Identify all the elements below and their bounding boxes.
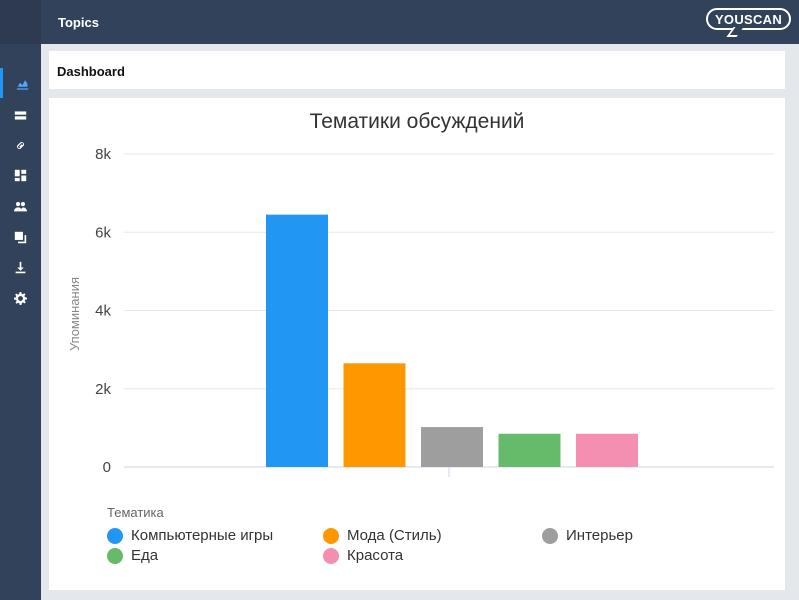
- sidebar-item-users[interactable]: [0, 191, 41, 221]
- sidebar-item-links[interactable]: [0, 130, 41, 160]
- legend-item[interactable]: Мода (Стиль): [323, 527, 442, 544]
- gear-icon: [14, 291, 27, 305]
- chart-bars: [266, 214, 638, 467]
- legend-label: Еда: [131, 547, 159, 564]
- sidebar-item-download[interactable]: [0, 252, 41, 282]
- bar[interactable]: [498, 433, 561, 467]
- logo-text: YOUSCAN: [714, 11, 783, 27]
- logo-badge: YOUSCAN: [706, 8, 791, 30]
- legend-color-dot: [107, 527, 123, 544]
- sidebar-item-analytics[interactable]: [0, 68, 41, 98]
- bar[interactable]: [343, 363, 406, 467]
- youscan-logo[interactable]: YOUSCAN: [706, 8, 791, 37]
- legend-title: Тематика: [107, 505, 164, 520]
- legend-label: Мода (Стиль): [347, 527, 442, 544]
- sidebar: [0, 0, 41, 600]
- legend-color-dot: [107, 547, 123, 564]
- legend-color-dot: [323, 547, 339, 564]
- legend-item[interactable]: Интерьер: [542, 527, 633, 544]
- sidebar-header: [0, 0, 41, 44]
- bar[interactable]: [421, 427, 483, 467]
- legend-label: Интерьер: [566, 527, 633, 544]
- y-tick-label: 0: [103, 459, 111, 476]
- legend-label: Компьютерные игры: [131, 527, 274, 544]
- analytics-icon: [16, 79, 28, 90]
- copy-icon: [14, 231, 27, 243]
- legend-color-dot: [542, 527, 558, 544]
- chart-title: Тематики обсуждений: [309, 110, 525, 133]
- legend-color-dot: [323, 527, 339, 544]
- dashboard-icon: [14, 169, 27, 181]
- chart-card: Тематики обсуждений 0 2k 4k 6k 8k Упоминания…: [49, 98, 785, 590]
- sidebar-item-dashboards[interactable]: [0, 160, 41, 190]
- legend-item[interactable]: Красота: [323, 547, 403, 564]
- link-icon: [17, 141, 24, 149]
- list-icon: [14, 110, 27, 120]
- page-header: Dashboard: [49, 51, 785, 89]
- users-icon: [14, 201, 27, 211]
- download-icon: [15, 261, 26, 273]
- legend-item[interactable]: Компьютерные игры: [107, 527, 273, 544]
- sidebar-item-settings[interactable]: [0, 283, 41, 313]
- page-title: Dashboard: [57, 64, 125, 79]
- top-bar: Topics YOUSCAN: [41, 0, 799, 44]
- legend-label: Красота: [347, 547, 404, 564]
- sidebar-item-copy[interactable]: [0, 222, 41, 252]
- y-tick-label: 8k: [95, 146, 111, 163]
- bar[interactable]: [266, 214, 328, 467]
- y-axis-title: Упоминания: [67, 277, 82, 351]
- sidebar-item-list[interactable]: [0, 100, 41, 130]
- y-tick-label: 6k: [95, 224, 111, 241]
- bar[interactable]: [576, 433, 638, 467]
- bar-chart: 0 2k 4k 6k 8k Упоминания: [67, 146, 774, 477]
- app-title: Topics: [58, 15, 99, 30]
- legend-item[interactable]: Еда: [107, 547, 158, 564]
- y-tick-label: 4k: [95, 303, 111, 320]
- chart-y-ticks: 0 2k 4k 6k 8k: [95, 146, 111, 476]
- y-tick-label: 2k: [95, 381, 111, 398]
